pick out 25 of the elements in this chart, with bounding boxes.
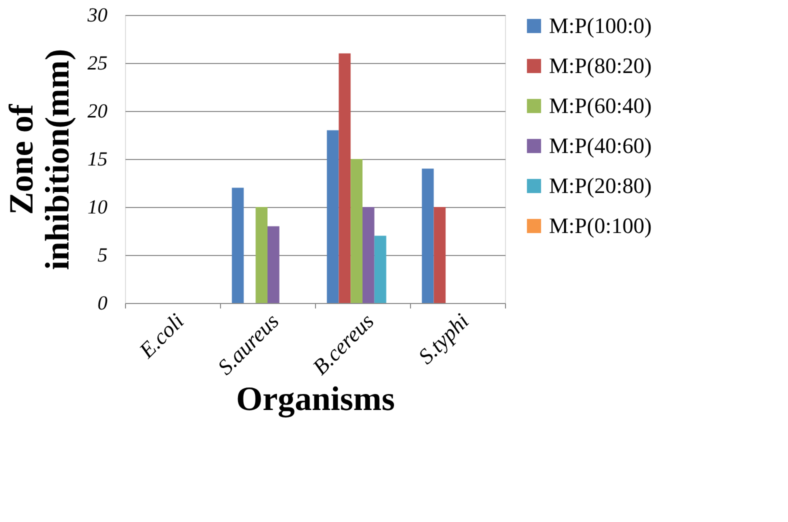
- y-tick-label: 0: [98, 292, 108, 314]
- bar: [434, 207, 446, 303]
- bar: [256, 207, 268, 303]
- x-axis-title: Organisms: [236, 380, 395, 418]
- bar: [362, 207, 374, 303]
- y-tick-label: 5: [98, 244, 108, 266]
- bar: [268, 226, 280, 303]
- bar: [350, 159, 362, 303]
- y-tick-label: 15: [88, 148, 108, 170]
- y-tick-label: 30: [86, 4, 108, 26]
- bar: [422, 168, 434, 303]
- bar: [326, 130, 339, 303]
- legend-label: M:P(20:80): [549, 173, 652, 198]
- y-tick-label: 10: [88, 196, 108, 218]
- legend-label: M:P(80:20): [549, 53, 652, 78]
- y-tick-label: 25: [88, 52, 108, 74]
- bar: [232, 188, 244, 303]
- legend-label: M:P(0:100): [549, 213, 652, 238]
- y-axis-title: Zone of inhibition(mm): [4, 48, 76, 270]
- bar: [338, 53, 351, 303]
- legend-label: M:P(40:60): [549, 133, 652, 158]
- y-tick-label: 20: [88, 100, 108, 122]
- bar: [374, 236, 386, 303]
- legend-label: M:P(100:0): [549, 13, 652, 38]
- legend-label: M:P(60:40): [549, 93, 652, 118]
